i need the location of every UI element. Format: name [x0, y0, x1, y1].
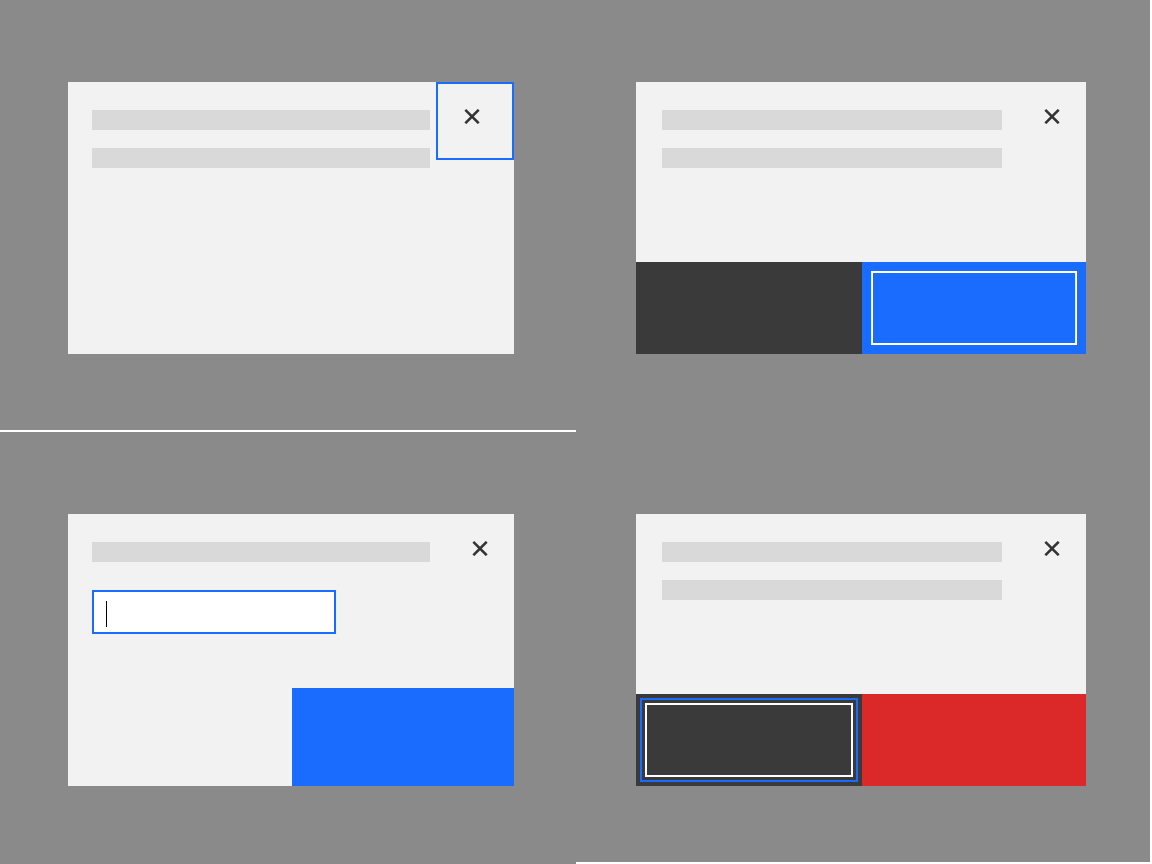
text-caret [106, 601, 107, 627]
danger-button[interactable] [862, 694, 1086, 786]
placeholder-line [662, 148, 1002, 168]
primary-button[interactable] [862, 262, 1086, 354]
placeholder-line [662, 580, 1002, 600]
primary-button[interactable] [292, 688, 514, 786]
placeholder-line [662, 542, 1002, 562]
panel-bottom-left: ✕ [0, 432, 576, 864]
placeholder-line [92, 148, 430, 168]
secondary-button[interactable] [636, 262, 862, 354]
placeholder-line [92, 542, 430, 562]
close-icon[interactable]: ✕ [1028, 526, 1076, 574]
close-icon[interactable]: ✕ [448, 94, 496, 142]
placeholder-line [662, 110, 1002, 130]
text-input[interactable] [92, 590, 336, 634]
close-icon[interactable]: ✕ [1028, 94, 1076, 142]
close-icon[interactable]: ✕ [456, 526, 504, 574]
panel-top-right: ✕ [576, 0, 1152, 432]
panel-bottom-right: ✕ [576, 432, 1152, 864]
placeholder-line [92, 110, 430, 130]
secondary-button[interactable] [636, 694, 862, 786]
panel-top-left: ✕ [0, 0, 576, 432]
